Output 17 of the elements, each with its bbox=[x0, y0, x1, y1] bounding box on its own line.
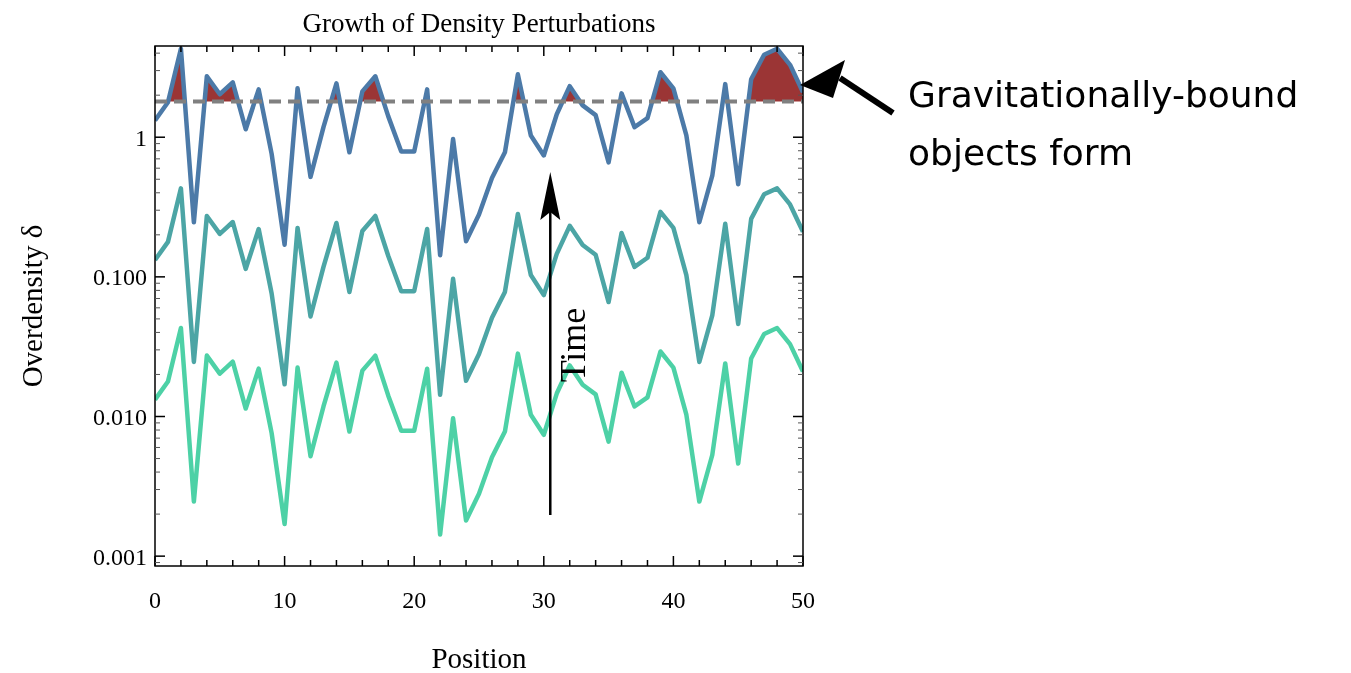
x-tick-label: 20 bbox=[402, 587, 427, 613]
annotation: Time bbox=[553, 307, 594, 383]
x-tick-label: 50 bbox=[791, 587, 815, 613]
y-tick-label: 0.001 bbox=[93, 543, 147, 570]
x-tick-label: 40 bbox=[661, 587, 686, 613]
line-series bbox=[155, 186, 803, 398]
y-axis-title: Overdensity δ bbox=[16, 224, 48, 388]
chart-title: Growth of Density Perturbations bbox=[302, 8, 656, 38]
text: Gravitationally-bound objects form bbox=[908, 74, 1299, 173]
y-tick-label: 0.100 bbox=[93, 264, 147, 291]
line-series bbox=[155, 46, 803, 258]
x-tick-label: 30 bbox=[531, 587, 556, 613]
y-tick-label: 1 bbox=[135, 124, 147, 151]
x-tick-label: 0 bbox=[149, 587, 161, 613]
x-tick-label: 10 bbox=[272, 587, 297, 613]
y-tick-label: 0.010 bbox=[93, 403, 147, 430]
x-axis-title: Position bbox=[431, 642, 528, 673]
